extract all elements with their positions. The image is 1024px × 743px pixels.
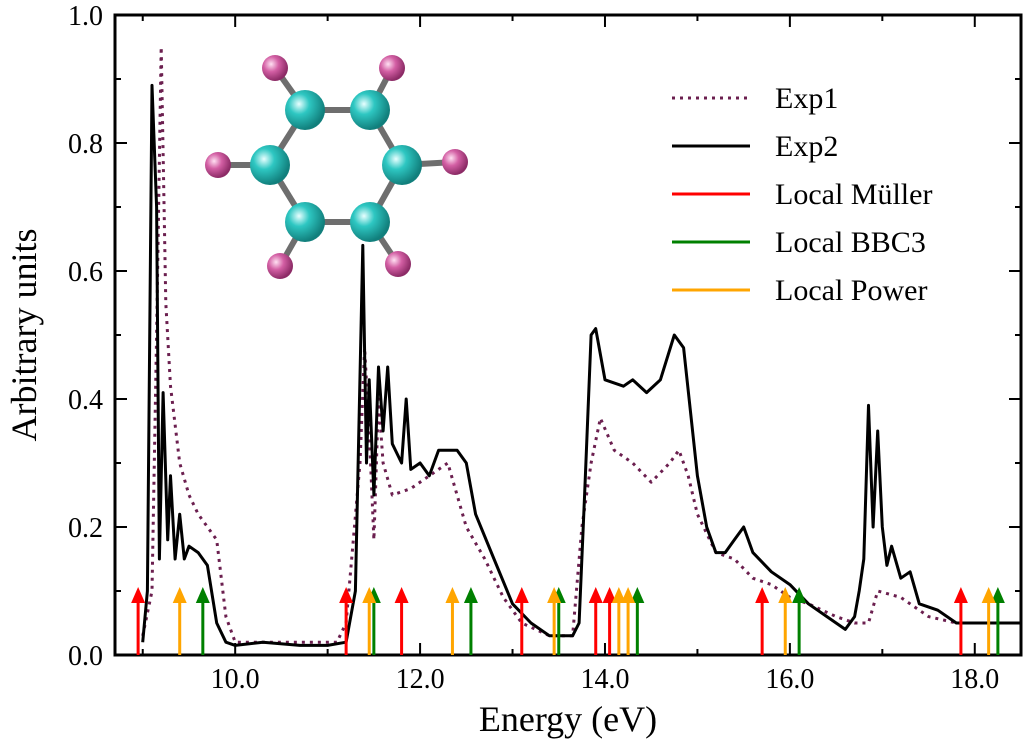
carbon-atom bbox=[285, 202, 325, 242]
legend-label: Local BBC3 bbox=[775, 226, 926, 259]
arrow-local-power bbox=[547, 587, 562, 655]
arrow-local-m-ller bbox=[953, 587, 968, 655]
arrow-local-power bbox=[611, 587, 626, 655]
arrow-layer bbox=[131, 587, 1005, 655]
arrow-local-bbc3 bbox=[630, 587, 645, 655]
arrow-local-m-ller bbox=[394, 587, 409, 655]
y-tick-label: 0.6 bbox=[68, 257, 103, 288]
arrow-local-bbc3 bbox=[990, 587, 1005, 655]
carbon-atom bbox=[350, 202, 390, 242]
carbon-atom bbox=[250, 145, 290, 185]
y-axis-title: Arbitrary units bbox=[4, 229, 44, 442]
x-axis: 10.0 12.0 14.0 16.0 18.0 bbox=[141, 15, 999, 695]
y-tick-label: 1.0 bbox=[68, 1, 103, 32]
fluorine-atom bbox=[262, 55, 288, 81]
x-tick-label: 16.0 bbox=[765, 664, 814, 695]
x-tick-label: 18.0 bbox=[950, 664, 999, 695]
legend-label: Exp2 bbox=[775, 130, 838, 163]
legend-label: Local Power bbox=[775, 274, 927, 307]
fluorine-atom bbox=[267, 253, 293, 279]
series-exp2-line bbox=[141, 83, 1021, 647]
x-tick-label: 10.0 bbox=[211, 664, 260, 695]
arrow-local-power bbox=[362, 587, 377, 655]
arrow-local-power bbox=[445, 587, 460, 655]
arrow-local-m-ller bbox=[588, 587, 603, 655]
carbon-atom bbox=[350, 90, 390, 130]
arrow-local-power bbox=[172, 587, 187, 655]
x-tick-label: 14.0 bbox=[580, 664, 629, 695]
y-tick-label: 0.0 bbox=[68, 641, 103, 672]
arrow-local-m-ller bbox=[755, 587, 770, 655]
legend: Exp1 Exp2 Local Müller Local BBC3 Local Powe… bbox=[672, 82, 932, 307]
series-layer bbox=[141, 45, 1021, 647]
y-axis: 0.0 0.2 0.4 0.6 0.8 1.0 bbox=[68, 1, 1021, 672]
molecule-inset bbox=[205, 55, 468, 279]
x-tick-label: 12.0 bbox=[396, 664, 445, 695]
fluorine-atom bbox=[379, 55, 405, 81]
y-tick-label: 0.4 bbox=[68, 385, 103, 416]
carbon-atom bbox=[285, 90, 325, 130]
legend-label: Local Müller bbox=[775, 178, 932, 211]
arrow-local-bbc3 bbox=[792, 587, 807, 655]
arrow-local-power bbox=[778, 587, 793, 655]
arrow-local-power bbox=[981, 587, 996, 655]
arrow-local-bbc3 bbox=[463, 587, 478, 655]
fluorine-atom bbox=[385, 251, 411, 277]
fluorine-atom bbox=[205, 152, 231, 178]
arrow-local-m-ller bbox=[514, 587, 529, 655]
arrow-local-m-ller bbox=[339, 587, 354, 655]
arrow-local-m-ller bbox=[131, 587, 146, 655]
x-axis-title: Energy (eV) bbox=[479, 699, 657, 739]
carbon-atom bbox=[382, 145, 422, 185]
y-tick-label: 0.8 bbox=[68, 129, 103, 160]
arrow-local-power bbox=[621, 587, 636, 655]
arrow-local-m-ller bbox=[602, 587, 617, 655]
fluorine-atom bbox=[442, 149, 468, 175]
legend-label: Exp1 bbox=[775, 82, 838, 115]
arrow-local-bbc3 bbox=[195, 587, 210, 655]
y-tick-label: 0.2 bbox=[68, 513, 103, 544]
